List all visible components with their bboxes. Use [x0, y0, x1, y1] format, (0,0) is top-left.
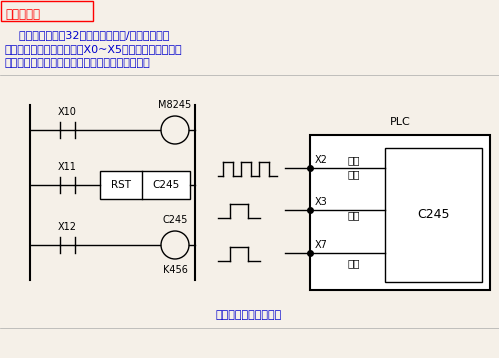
Text: K456: K456 — [163, 265, 188, 275]
Text: 高速: 高速 — [348, 155, 360, 165]
Text: C245: C245 — [152, 180, 180, 190]
Text: 编程软元件: 编程软元件 — [5, 8, 40, 20]
Text: 脉冲: 脉冲 — [348, 169, 360, 179]
Text: X3: X3 — [315, 197, 328, 207]
Text: C245: C245 — [162, 215, 188, 225]
Text: 单相单输入高速计数器: 单相单输入高速计数器 — [216, 310, 282, 320]
Text: X12: X12 — [57, 222, 76, 232]
FancyBboxPatch shape — [100, 171, 190, 199]
Text: 启动: 启动 — [348, 258, 360, 268]
FancyBboxPatch shape — [385, 148, 482, 282]
Text: X11: X11 — [57, 162, 76, 172]
Text: M8245: M8245 — [158, 100, 192, 110]
Text: X7: X7 — [315, 240, 328, 250]
FancyBboxPatch shape — [1, 1, 93, 21]
FancyBboxPatch shape — [310, 135, 490, 290]
Text: 高速计数器也是32位停电保持型增/减计数器，但: 高速计数器也是32位停电保持型增/减计数器，但 — [5, 30, 169, 40]
Text: X2: X2 — [315, 155, 328, 165]
Text: RST: RST — [111, 180, 131, 190]
Text: PLC: PLC — [390, 117, 410, 127]
Text: 复位: 复位 — [348, 210, 360, 220]
Text: 它们只对特定的输入端子（X0~X5）的脉冲进行计数。: 它们只对特定的输入端子（X0~X5）的脉冲进行计数。 — [5, 44, 183, 54]
Text: 高速计数器采用终端方式处理，与扫描周期无关。: 高速计数器采用终端方式处理，与扫描周期无关。 — [5, 58, 151, 68]
Text: C245: C245 — [417, 208, 450, 222]
Text: X10: X10 — [57, 107, 76, 117]
